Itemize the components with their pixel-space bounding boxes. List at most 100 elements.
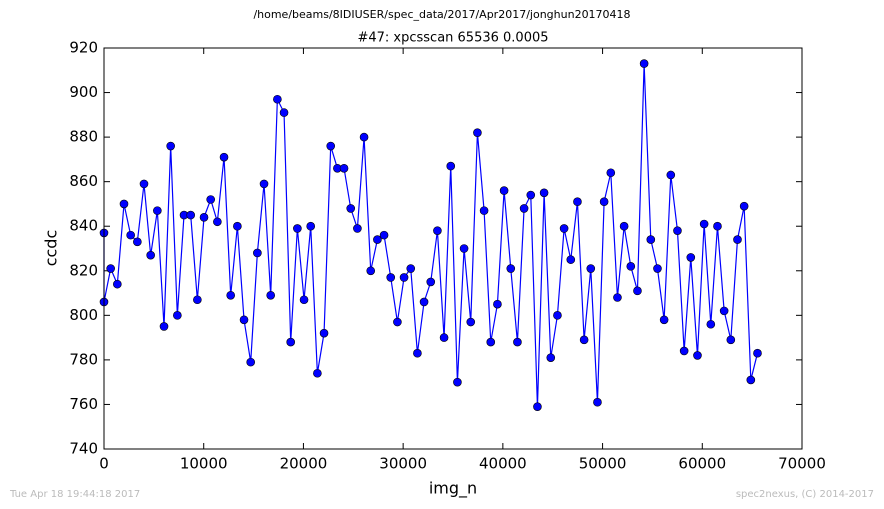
data-point bbox=[693, 351, 702, 360]
data-point bbox=[713, 221, 722, 231]
data-point bbox=[273, 94, 282, 104]
data-point bbox=[479, 206, 489, 215]
data-point bbox=[486, 337, 496, 347]
data-point bbox=[553, 311, 562, 320]
chart-title: #47: xpcsscan 65536 0.0005 bbox=[357, 31, 548, 46]
data-point bbox=[133, 237, 142, 247]
data-point bbox=[433, 226, 442, 235]
data-point bbox=[626, 262, 636, 271]
data-point bbox=[746, 375, 756, 385]
data-point bbox=[573, 197, 582, 207]
data-point bbox=[286, 337, 296, 347]
data-point bbox=[426, 277, 436, 287]
data-point bbox=[459, 244, 469, 253]
data-point bbox=[186, 210, 195, 220]
data-point bbox=[326, 141, 336, 151]
data-point bbox=[566, 255, 576, 264]
data-point bbox=[159, 322, 169, 331]
data-point bbox=[213, 217, 222, 227]
y-tick-label: 920 bbox=[69, 39, 98, 57]
data-point bbox=[313, 368, 322, 378]
y-tick-label: 900 bbox=[69, 83, 98, 101]
data-point bbox=[353, 224, 362, 233]
y-tick-label: 760 bbox=[69, 395, 98, 413]
x-tick-label: 30000 bbox=[379, 455, 427, 473]
data-point bbox=[686, 253, 696, 262]
data-point bbox=[726, 335, 736, 345]
x-tick-label: 70000 bbox=[778, 455, 826, 473]
data-point bbox=[339, 164, 349, 173]
data-point bbox=[233, 221, 242, 231]
data-point bbox=[653, 264, 662, 273]
data-point bbox=[559, 224, 569, 233]
data-point bbox=[606, 168, 616, 178]
data-point bbox=[619, 221, 629, 231]
x-tick-label: 50000 bbox=[579, 455, 627, 473]
data-point bbox=[586, 264, 596, 273]
data-point bbox=[506, 264, 516, 273]
data-point bbox=[499, 186, 509, 195]
data-point bbox=[733, 235, 742, 244]
x-tick-label: 60000 bbox=[678, 455, 726, 473]
data-point bbox=[593, 397, 602, 407]
data-point bbox=[419, 297, 429, 307]
data-point bbox=[679, 346, 689, 356]
y-tick-label: 740 bbox=[69, 440, 98, 458]
data-point bbox=[379, 230, 389, 240]
data-point bbox=[413, 348, 422, 358]
plot-frame bbox=[103, 47, 803, 450]
data-point bbox=[446, 161, 456, 171]
data-point bbox=[399, 273, 409, 282]
x-tick-label: 10000 bbox=[180, 455, 228, 473]
suptitle: /home/beams/8IDIUSER/spec_data/2017/Apr2… bbox=[253, 8, 630, 21]
data-point bbox=[139, 179, 149, 189]
data-point bbox=[659, 315, 669, 325]
data-line bbox=[103, 63, 759, 407]
data-point bbox=[493, 299, 502, 309]
data-point bbox=[146, 250, 155, 260]
data-point bbox=[166, 141, 175, 151]
data-point bbox=[239, 315, 249, 325]
data-point bbox=[113, 279, 122, 289]
y-tick-label: 840 bbox=[69, 217, 98, 235]
data-point bbox=[406, 264, 416, 273]
data-point bbox=[439, 333, 449, 342]
data-point bbox=[453, 377, 462, 387]
x-axis-label: img_n bbox=[429, 479, 477, 499]
data-point bbox=[193, 295, 202, 305]
y-tick-label: 860 bbox=[69, 172, 98, 190]
data-point bbox=[526, 190, 536, 200]
footer-left: Tue Apr 18 19:44:18 2017 bbox=[9, 489, 140, 500]
y-tick-label: 880 bbox=[69, 128, 98, 146]
data-point bbox=[706, 319, 716, 329]
data-point bbox=[119, 199, 129, 209]
data-point bbox=[393, 317, 402, 327]
data-point bbox=[173, 311, 182, 320]
data-point bbox=[739, 201, 749, 211]
data-point bbox=[533, 402, 542, 411]
data-point bbox=[126, 230, 135, 240]
data-point bbox=[226, 290, 235, 300]
data-point bbox=[219, 152, 229, 162]
x-tick-label: 0 bbox=[99, 455, 109, 473]
y-tick-label: 820 bbox=[69, 261, 98, 279]
data-point bbox=[719, 306, 729, 316]
data-point bbox=[386, 273, 396, 282]
data-point bbox=[253, 248, 262, 258]
data-point bbox=[673, 226, 682, 235]
footer-right: spec2nexus, (C) 2014-2017 bbox=[736, 489, 874, 500]
data-point bbox=[259, 179, 269, 189]
data-point bbox=[366, 266, 376, 276]
data-point bbox=[373, 235, 382, 244]
data-point bbox=[599, 197, 609, 207]
data-point bbox=[546, 353, 556, 362]
data-point bbox=[199, 213, 209, 222]
data-point bbox=[539, 188, 549, 198]
data-point bbox=[513, 337, 522, 347]
data-point bbox=[306, 221, 316, 231]
data-point bbox=[699, 219, 709, 229]
data-point bbox=[473, 128, 482, 137]
data-point bbox=[346, 204, 356, 213]
